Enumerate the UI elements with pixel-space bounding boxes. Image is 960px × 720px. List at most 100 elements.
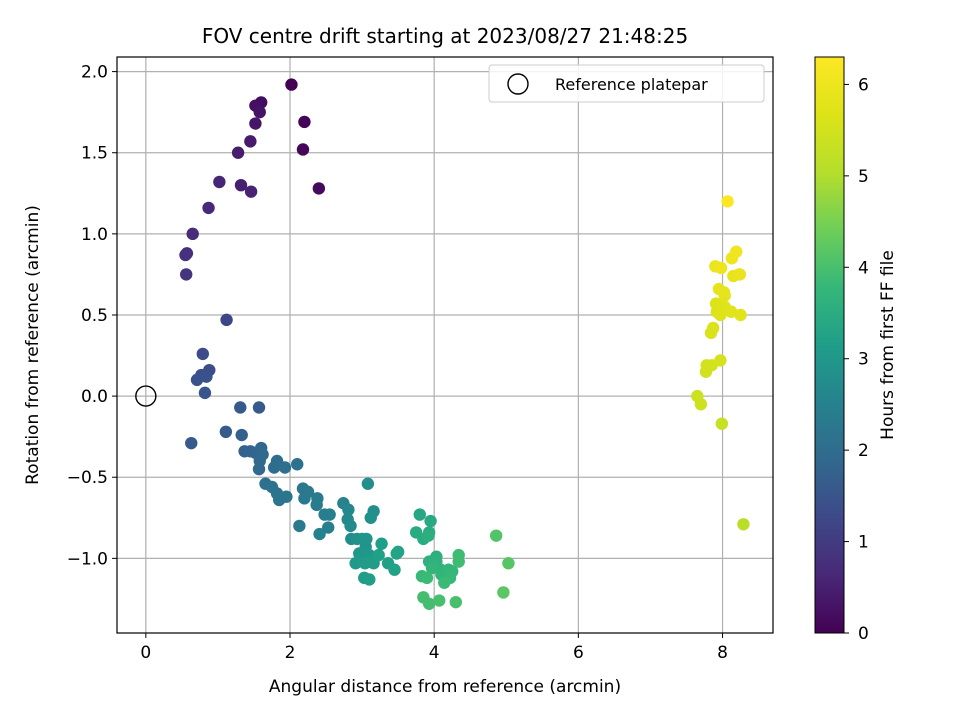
data-point	[390, 547, 403, 560]
x-tick-label: 4	[429, 643, 440, 663]
data-point	[433, 594, 446, 607]
legend-box	[488, 64, 765, 103]
data-point	[213, 175, 226, 189]
data-point	[219, 425, 233, 439]
data-point	[244, 135, 257, 148]
data-point	[449, 595, 463, 609]
data-point	[706, 321, 720, 335]
data-point	[422, 597, 436, 610]
y-tick-label: 1.5	[81, 144, 108, 164]
data-points	[179, 78, 750, 610]
x-tick-label: 2	[285, 643, 296, 663]
data-point	[694, 398, 708, 411]
data-point	[312, 182, 326, 195]
data-point	[420, 571, 434, 585]
data-point	[363, 573, 376, 586]
data-point	[293, 519, 306, 533]
colorbar-tick-label: 4	[858, 258, 869, 278]
data-point	[322, 521, 335, 534]
data-point	[285, 78, 298, 91]
x-axis-label: Angular distance from reference (arcmin)	[269, 677, 621, 697]
data-point	[278, 461, 292, 474]
grid-lines	[117, 57, 773, 633]
data-point	[296, 143, 310, 156]
data-point	[180, 268, 193, 281]
data-point	[198, 386, 212, 400]
y-tick-label: −0.5	[67, 468, 108, 488]
data-point	[291, 458, 304, 471]
data-point	[234, 178, 248, 192]
data-point	[732, 268, 746, 281]
y-tick-label: 0.5	[81, 306, 108, 326]
data-point	[298, 492, 311, 505]
data-point	[253, 105, 266, 119]
legend-label: Reference platepar	[555, 75, 708, 94]
data-point	[298, 115, 311, 129]
colorbar: 0 1 2 3 4 5 6 Hours from first FF file	[814, 56, 898, 644]
y-tick-label: −1.0	[67, 549, 108, 569]
y-tick-label: 2.0	[81, 63, 108, 83]
data-point	[179, 248, 192, 262]
data-point	[190, 373, 204, 387]
chart-title: FOV centre drift starting at 2023/08/27 …	[202, 24, 688, 48]
colorbar-tick-label: 1	[858, 533, 869, 553]
x-tick-label: 6	[573, 643, 584, 663]
colorbar-tick-label: 3	[858, 350, 869, 370]
data-point	[358, 557, 372, 570]
data-point	[185, 436, 198, 450]
data-point	[372, 548, 385, 562]
data-point	[717, 286, 731, 299]
data-point	[489, 529, 503, 542]
data-point	[502, 557, 515, 570]
data-point	[186, 227, 199, 241]
data-point	[344, 519, 357, 533]
x-tick-label: 0	[140, 643, 151, 663]
data-point	[280, 490, 293, 503]
data-point	[231, 146, 245, 159]
data-point	[349, 557, 362, 570]
data-point	[244, 185, 258, 198]
data-point	[313, 527, 326, 541]
data-point	[252, 462, 266, 476]
data-point	[196, 347, 209, 361]
data-point	[220, 313, 233, 327]
colorbar-ticks: 0 1 2 3 4 5 6	[844, 75, 869, 644]
data-point	[256, 448, 269, 461]
data-point	[234, 401, 247, 414]
data-point	[452, 555, 465, 568]
colorbar-label: Hours from first FF file	[878, 250, 898, 440]
y-tick-label: 0.0	[81, 387, 108, 407]
data-point	[252, 401, 266, 414]
data-point	[425, 561, 439, 575]
data-point	[413, 508, 426, 521]
data-point	[721, 195, 734, 208]
x-tick-label: 8	[717, 643, 728, 663]
data-point	[388, 563, 401, 576]
data-point	[249, 117, 262, 130]
data-point	[375, 537, 388, 550]
data-point	[438, 576, 451, 589]
data-point	[235, 428, 248, 442]
y-axis: −1.0 −0.5 0.0 0.5 1.0 1.5 2.0	[67, 63, 117, 569]
plot-frame	[116, 56, 774, 634]
colorbar-gradient	[814, 56, 845, 634]
legend: Reference platepar	[488, 64, 765, 103]
data-point	[497, 586, 510, 599]
data-point	[715, 417, 729, 430]
colorbar-tick-label: 6	[858, 75, 869, 95]
data-point	[737, 518, 750, 531]
legend-marker	[507, 73, 529, 95]
data-point	[361, 477, 375, 490]
x-axis: 0 2 4 6 8	[140, 633, 728, 663]
data-point	[724, 305, 738, 318]
data-point	[200, 370, 213, 383]
data-point	[714, 261, 728, 275]
colorbar-tick-label: 0	[858, 624, 869, 644]
data-point	[422, 529, 435, 542]
y-tick-label: 1.0	[81, 225, 108, 245]
y-axis-label: Rotation from reference (arcmin)	[23, 205, 43, 485]
reference-marker	[135, 385, 157, 407]
data-point	[364, 511, 377, 524]
data-point	[323, 508, 336, 521]
